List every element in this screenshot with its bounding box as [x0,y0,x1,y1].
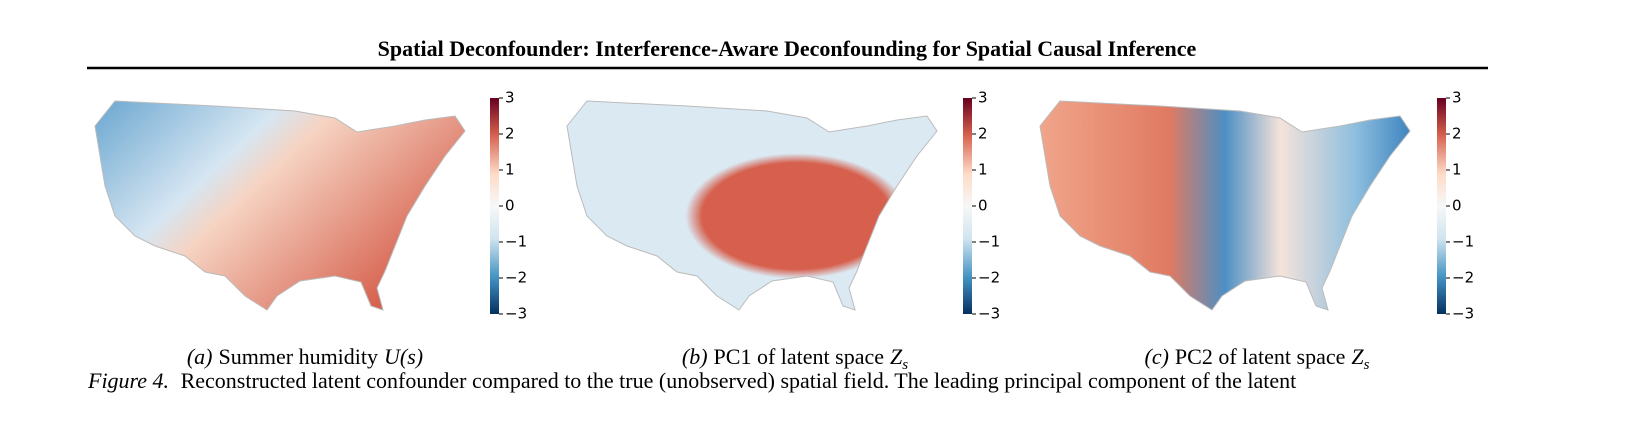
header-title: Spatial Deconfounder: Interference-Aware… [378,36,1197,61]
colorbar-tick-label: 1 [1452,161,1462,179]
colorbar-tick-label: 0 [1452,197,1462,215]
colorbar-tick-label: −1 [505,233,527,251]
subfigure-math: U(s) [384,344,423,369]
colorbar-tick-label: 2 [978,125,988,143]
subfigure-math-sub: s [902,357,908,373]
subfigure-text: PC1 of latent space [714,344,884,369]
colorbar-tick-label: −1 [1452,233,1474,251]
map-b [566,100,938,311]
colorbar-tick-label: −3 [505,305,527,323]
colorbar-tick-label: 2 [505,125,515,143]
subfigure-math: Z [1351,344,1364,369]
colorbar-tick-label: −2 [978,269,1000,287]
caption-text: Reconstructed latent confounder compared… [181,368,1297,393]
colorbar-tick-label: −2 [1452,269,1474,287]
subfigure-label: (a) [187,344,213,369]
subfigure-text: PC2 of latent space [1175,344,1345,369]
colorbar-tick-label: −3 [978,305,1000,323]
subfigure-caption: (b) PC1 of latent space Zs [682,344,908,373]
figure-caption: Figure 4. Reconstructed latent confounde… [87,368,1296,393]
colorbar [1437,98,1446,314]
colorbar-tick-label: −1 [978,233,1000,251]
subfigure-label: (b) [682,344,708,369]
colorbar-tick-label: 0 [978,197,988,215]
subfigure-math: Z [890,344,903,369]
colorbar-tick-label: 3 [505,89,515,107]
colorbar-tick-label: 1 [505,161,515,179]
subfigure-math-sub: s [1364,357,1370,373]
colorbar-tick-label: 3 [978,89,988,107]
subfigure-caption: (c) PC2 of latent space Zs [1145,344,1370,373]
colorbar-tick-label: 3 [1452,89,1462,107]
subfigure-caption: (a) Summer humidity U(s) [187,344,423,369]
colorbar [963,98,972,314]
caption-label: Figure 4. [87,368,169,393]
colorbar [490,98,499,314]
map-a [94,100,466,311]
colorbar-tick-label: −3 [1452,305,1474,323]
colorbar-tick-label: 0 [505,197,515,215]
colorbar-tick-label: 1 [978,161,988,179]
map-c [1039,100,1411,311]
subfigure-label: (c) [1145,344,1169,369]
subfigure-text: Summer humidity [219,344,379,369]
colorbar-tick-label: −2 [505,269,527,287]
colorbar-tick-label: 2 [1452,125,1462,143]
